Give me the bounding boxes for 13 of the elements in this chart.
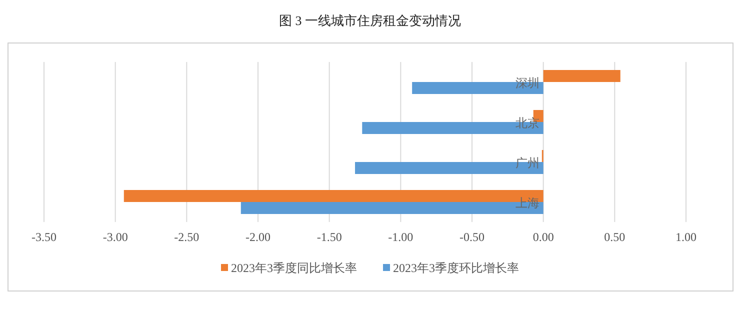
x-tick-label: -3.00 bbox=[102, 230, 128, 244]
x-tick-label: -2.50 bbox=[174, 230, 200, 244]
x-tick-label: 0.00 bbox=[532, 230, 554, 244]
x-tick-label: 1.00 bbox=[676, 230, 696, 244]
x-tick-label: -0.50 bbox=[460, 230, 484, 244]
x-tick-label: -1.50 bbox=[316, 230, 342, 244]
legend-label: 2023年3季度同比增长率 bbox=[231, 261, 357, 275]
x-tick-label: -1.00 bbox=[388, 230, 414, 244]
x-tick-label: -3.50 bbox=[32, 230, 56, 244]
x-tick-label: -2.00 bbox=[246, 230, 270, 244]
x-tick-label: 0.50 bbox=[604, 230, 626, 244]
chart-title: 图 3 一线城市住房租金变动情况 bbox=[279, 13, 461, 28]
legend-label: 2023年3季度环比增长率 bbox=[393, 261, 519, 275]
